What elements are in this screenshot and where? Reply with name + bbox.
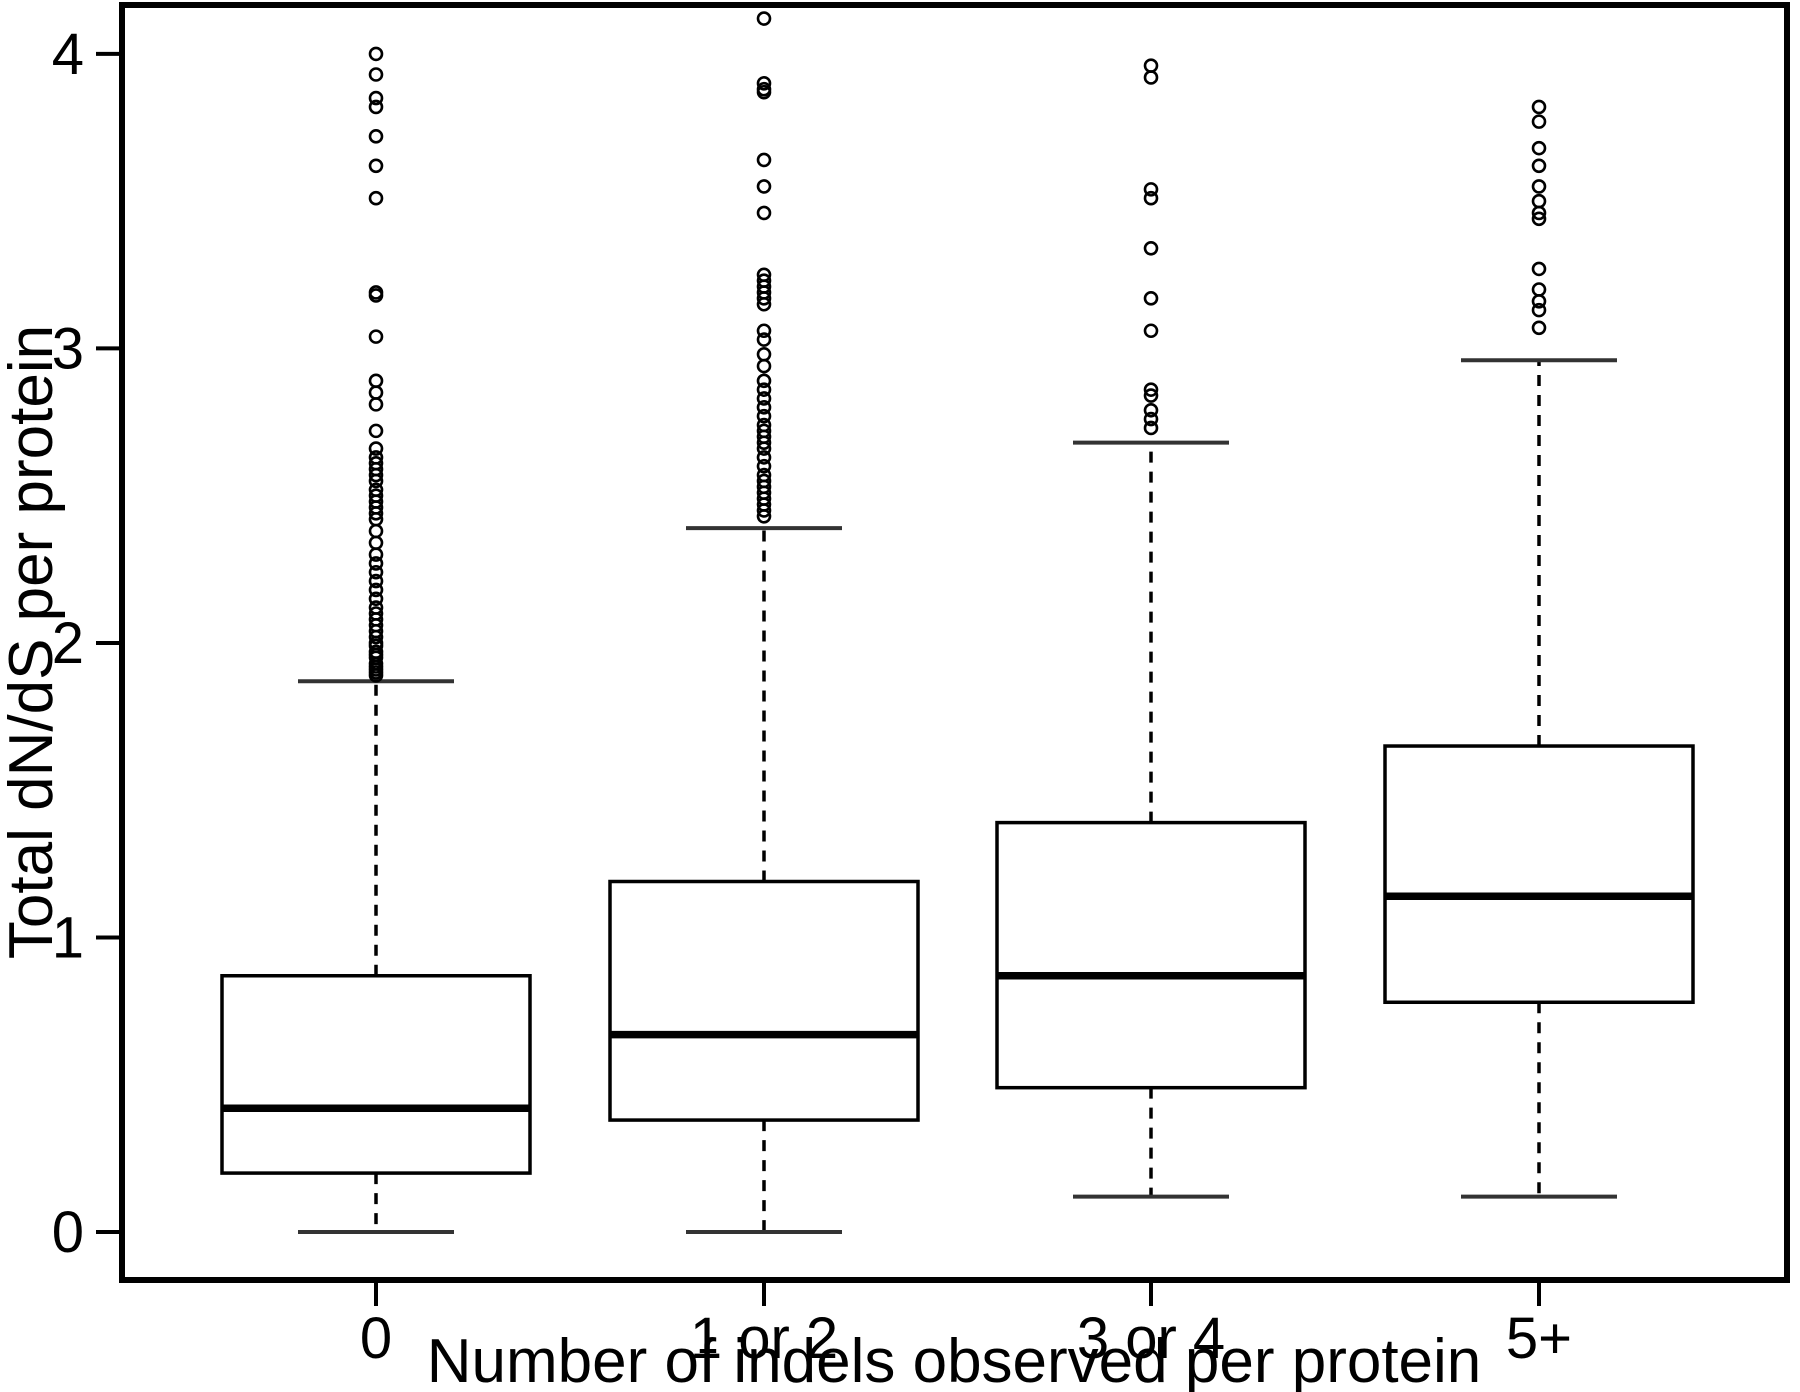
y-tick-label: 2 [52, 611, 84, 676]
outlier-point [756, 332, 772, 347]
outlier-point [1531, 211, 1547, 227]
outlier-point [1531, 193, 1547, 209]
box [220, 974, 532, 1175]
outlier-point [368, 329, 384, 344]
outlier-point [756, 391, 772, 406]
outlier-point [368, 67, 384, 82]
outlier-point [368, 441, 384, 456]
outlier-point [368, 473, 384, 489]
outlier-point [368, 288, 384, 303]
outlier-point [368, 523, 384, 539]
outlier-point [756, 435, 772, 450]
box [995, 820, 1307, 1090]
outlier-point [368, 46, 384, 62]
outlier-point [368, 564, 384, 580]
outlier-point [1531, 293, 1547, 309]
box [608, 879, 920, 1122]
outlier-point [1531, 158, 1547, 174]
outlier-point [1143, 323, 1159, 339]
outlier-point [368, 668, 384, 683]
y-tick-label: 3 [52, 316, 84, 381]
x-tick-label: 1 or 2 [690, 1306, 838, 1371]
outlier-point [1531, 205, 1547, 221]
x-axis-title: Number of indels observed per protein [427, 1327, 1482, 1392]
outlier-point [1143, 58, 1159, 73]
y-tick-label: 4 [52, 22, 84, 87]
x-axis: 0 1 or 2 3 or 4 5+ [360, 1280, 1572, 1371]
y-axis-title: Total dN/dS per protein [0, 325, 66, 959]
outlier-point [368, 423, 384, 439]
outlier-point [756, 441, 772, 456]
outlier-point [1143, 70, 1159, 85]
outlier-point [368, 582, 384, 598]
outlier-point [368, 158, 384, 174]
y-tick-label: 0 [52, 1200, 84, 1265]
outlier-point [756, 450, 772, 465]
outlier-point [368, 385, 384, 400]
outlier-point [1531, 114, 1547, 129]
outlier-point [1143, 388, 1159, 403]
outlier-point [1143, 402, 1159, 418]
outlier-point [368, 397, 384, 412]
outlier-point [756, 296, 772, 312]
x-tick-label: 0 [360, 1306, 392, 1371]
outlier-point [1143, 240, 1159, 256]
outliers-layer [368, 11, 1547, 683]
outlier-point [1531, 320, 1547, 336]
outlier-point [1531, 99, 1547, 115]
outlier-point [1143, 291, 1159, 306]
outlier-point [368, 547, 384, 562]
outlier-point [756, 373, 772, 389]
x-tick-label: 5+ [1506, 1306, 1572, 1371]
outlier-point [756, 291, 772, 306]
outlier-point [368, 506, 384, 521]
outlier-point [1531, 261, 1547, 277]
outlier-point [1143, 182, 1159, 197]
outlier-point [756, 84, 772, 100]
outlier-point [756, 76, 772, 91]
outlier-point [756, 179, 772, 194]
outlier-point [368, 90, 384, 106]
outlier-point [1531, 140, 1547, 156]
outlier-point [756, 458, 772, 474]
y-axis: 0 1 2 3 4 [52, 22, 122, 1265]
outlier-point [368, 129, 384, 144]
outlier-point [1143, 411, 1159, 427]
outlier-point [1531, 302, 1547, 318]
outlier-point [1143, 420, 1159, 436]
outlier-point [756, 408, 772, 424]
outlier-point [756, 503, 772, 518]
outlier-point [756, 358, 772, 374]
box [1383, 744, 1695, 1005]
outlier-point [368, 629, 384, 645]
outlier-point [368, 99, 384, 115]
outlier-point [756, 323, 772, 339]
outlier-point [756, 152, 772, 168]
outlier-point [368, 591, 384, 607]
outlier-point [756, 347, 772, 362]
x-tick-label: 3 or 4 [1077, 1306, 1225, 1371]
y-tick-label: 1 [52, 905, 84, 970]
outlier-point [756, 382, 772, 397]
outlier-point [368, 373, 384, 389]
outlier-point [756, 11, 772, 26]
outlier-point [368, 573, 384, 589]
outlier-point [368, 535, 384, 551]
outlier-point [368, 190, 384, 206]
outlier-point [368, 556, 384, 571]
outlier-point [1531, 179, 1547, 194]
whiskers-layer [298, 358, 1617, 1234]
boxes-layer [220, 744, 1695, 1175]
outlier-point [1143, 190, 1159, 206]
outlier-point [756, 205, 772, 221]
outlier-point [756, 508, 772, 524]
outlier-point [1143, 382, 1159, 397]
outlier-point [756, 400, 772, 415]
outlier-point [1531, 282, 1547, 297]
outlier-point [368, 467, 384, 483]
